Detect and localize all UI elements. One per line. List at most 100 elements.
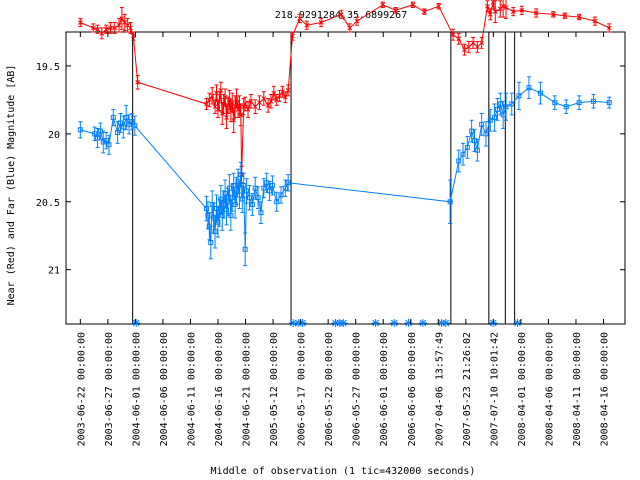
series-line-1	[80, 87, 610, 250]
data-point-0-25	[224, 115, 229, 120]
plot-frame	[65, 31, 626, 325]
data-point-1-59	[460, 151, 466, 157]
data-point-1-53	[274, 199, 280, 205]
y-tick-label-2: 20.5	[36, 198, 60, 209]
data-point-0-76	[500, 3, 506, 9]
data-point-0-78	[510, 9, 516, 14]
data-point-0-4	[103, 26, 109, 32]
data-point-1-16	[205, 212, 211, 218]
limit-mark-0	[132, 319, 141, 327]
data-point-0-64	[450, 32, 456, 38]
data-point-0-24	[222, 94, 228, 100]
data-point-1-19	[209, 201, 215, 207]
data-point-0-77	[503, 5, 509, 10]
data-point-0-40	[248, 98, 254, 104]
data-point-1-76	[552, 100, 558, 106]
data-point-0-35	[238, 112, 244, 118]
data-point-1-46	[252, 185, 258, 191]
data-point-1-23	[215, 219, 221, 225]
data-point-0-66	[462, 47, 467, 53]
data-point-0-65	[456, 36, 462, 42]
data-point-1-0	[77, 127, 83, 133]
limit-mark-6	[339, 319, 348, 327]
data-point-1-65	[483, 131, 489, 137]
data-point-1-74	[526, 85, 532, 91]
data-point-1-48	[258, 210, 264, 216]
data-point-0-57	[347, 25, 353, 31]
data-point-1-5	[103, 138, 109, 144]
x-tick-label-9: 2006-05-22 00:00:00	[324, 332, 335, 446]
x-tick-label-2: 2004-06-01 00:00:00	[131, 332, 142, 446]
data-point-0-82	[562, 13, 568, 19]
data-point-1-26	[219, 212, 225, 218]
data-point-1-69	[497, 101, 503, 107]
data-point-1-27	[221, 201, 227, 207]
limit-mark-10	[418, 319, 427, 327]
data-point-0-8	[119, 16, 125, 21]
data-point-0-38	[242, 101, 248, 107]
plot-area	[65, 0, 626, 327]
data-point-0-53	[297, 16, 302, 21]
data-point-1-20	[211, 215, 217, 221]
x-tick-label-5: 2004-06-16 00:00:00	[214, 332, 225, 446]
data-point-0-62	[421, 9, 427, 14]
data-point-0-63	[436, 3, 442, 9]
data-point-1-47	[255, 195, 261, 201]
data-point-0-30	[231, 117, 237, 123]
data-point-1-7	[110, 115, 116, 121]
data-point-0-2	[95, 26, 100, 32]
data-point-1-39	[238, 172, 244, 178]
data-point-0-71	[485, 3, 490, 9]
data-point-0-54	[304, 22, 310, 28]
data-point-1-43	[244, 188, 250, 194]
data-point-1-66	[487, 117, 493, 123]
data-point-1-62	[472, 138, 477, 144]
data-point-0-15	[206, 97, 212, 103]
data-point-0-16	[209, 93, 215, 99]
data-point-1-63	[474, 147, 480, 153]
x-tick-label-15: 2007-07-10 10:01:42	[489, 332, 500, 446]
data-point-1-12	[126, 121, 132, 127]
data-point-1-55	[282, 185, 288, 191]
x-tick-label-14: 2007-05-23 21:26:02	[462, 332, 473, 446]
data-point-0-79	[519, 7, 525, 13]
data-point-1-61	[469, 128, 475, 134]
data-point-0-67	[466, 44, 472, 50]
data-point-0-74	[492, 9, 498, 14]
data-point-0-1	[90, 25, 96, 31]
data-point-0-58	[354, 18, 360, 24]
data-point-1-15	[203, 206, 209, 212]
x-tick-label-8: 2006-05-17 00:00:00	[297, 332, 308, 446]
data-point-1-25	[218, 196, 224, 202]
data-point-1-11	[123, 115, 129, 121]
data-point-1-80	[606, 100, 612, 106]
data-point-1-6	[106, 142, 112, 148]
data-point-1-29	[224, 207, 230, 213]
data-point-0-3	[99, 31, 105, 36]
data-point-0-6	[112, 25, 118, 31]
limit-mark-3	[298, 319, 307, 327]
data-point-1-52	[269, 182, 275, 188]
data-point-0-44	[265, 102, 271, 108]
x-tick-label-4: 2004-06-11 00:00:00	[186, 332, 197, 446]
data-point-1-50	[264, 180, 270, 186]
x-tick-label-12: 2006-06-06 00:00:00	[407, 332, 418, 446]
data-point-1-75	[537, 90, 543, 96]
data-point-0-55	[318, 20, 324, 25]
data-point-0-70	[479, 40, 485, 46]
data-point-0-85	[606, 25, 612, 31]
data-point-1-41	[241, 182, 247, 188]
limit-mark-14	[513, 319, 522, 327]
x-tick-label-1: 2003-06-27 00:00:00	[104, 332, 115, 446]
data-point-1-40	[239, 196, 245, 202]
y-axis-label: Near (Red) and Far (Blue) Magnitude [AB]	[6, 65, 17, 306]
data-point-0-68	[470, 40, 476, 46]
data-point-1-4	[100, 139, 106, 145]
data-point-1-2	[95, 135, 101, 141]
data-point-1-9	[117, 120, 123, 126]
data-point-0-7	[116, 22, 122, 28]
data-point-1-54	[278, 192, 284, 198]
x-tick-label-16: 2008-04-01 00:00:00	[517, 332, 528, 446]
data-point-1-38	[236, 192, 242, 198]
